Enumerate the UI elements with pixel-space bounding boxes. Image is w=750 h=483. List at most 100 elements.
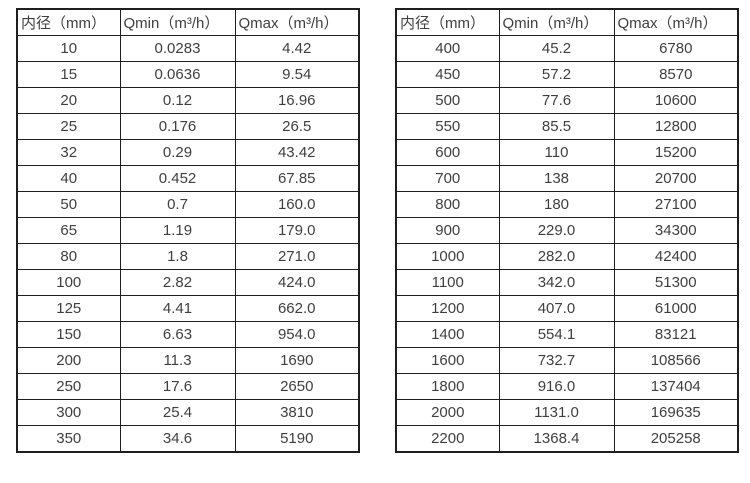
table-cell: 15 — [16, 61, 121, 88]
table-row: 300 25.4 3810 — [16, 399, 360, 426]
table-cell: 1.19 — [119, 217, 236, 244]
table-cell: 424.0 — [234, 269, 360, 296]
table-cell: 20700 — [613, 165, 739, 192]
table-row: 15 0.0636 9.54 — [16, 61, 360, 88]
table-cell: 100 — [16, 269, 121, 296]
table-cell: 4.41 — [119, 295, 236, 322]
table-cell: 407.0 — [498, 295, 615, 322]
table-cell: 65 — [16, 217, 121, 244]
table-cell: 179.0 — [234, 217, 360, 244]
table-cell: 271.0 — [234, 243, 360, 270]
table-cell: 26.5 — [234, 113, 360, 140]
column-header: Qmax（m³/h） — [613, 8, 739, 36]
table-row: 200 11.3 1690 — [16, 347, 360, 374]
column-header: Qmin（m³/h） — [119, 8, 236, 36]
table-cell: 15200 — [613, 139, 739, 166]
table-cell: 108566 — [613, 347, 739, 374]
table-row: 1200 407.0 61000 — [395, 295, 739, 322]
table-cell: 500 — [395, 87, 500, 114]
table-cell: 34300 — [613, 217, 739, 244]
table-cell: 554.1 — [498, 321, 615, 348]
table-cell: 0.176 — [119, 113, 236, 140]
table-cell: 2650 — [234, 373, 360, 400]
table-cell: 6.63 — [119, 321, 236, 348]
table-cell: 83121 — [613, 321, 739, 348]
table-cell: 2200 — [395, 425, 500, 453]
table-cell: 282.0 — [498, 243, 615, 270]
table-cell: 34.6 — [119, 425, 236, 453]
table-row: 250 17.6 2650 — [16, 373, 360, 400]
column-header: Qmin（m³/h） — [498, 8, 615, 36]
table-row: 1800 916.0 137404 — [395, 373, 739, 400]
spec-tables-container: 内径（mm） Qmin（m³/h） Qmax（m³/h） 10 0.0283 4.42 1… — [16, 8, 739, 453]
table-row: 450 57.2 8570 — [395, 61, 739, 88]
table-cell: 400 — [395, 35, 500, 62]
table-header-row: 内径（mm） Qmin（m³/h） Qmax（m³/h） — [16, 8, 360, 36]
table-cell: 0.7 — [119, 191, 236, 218]
flow-spec-table-left: 内径（mm） Qmin（m³/h） Qmax（m³/h） 10 0.0283 4.42 1… — [16, 8, 360, 453]
column-header: 内径（mm） — [16, 8, 121, 36]
table-cell: 20 — [16, 87, 121, 114]
table-row: 1100 342.0 51300 — [395, 269, 739, 296]
table-cell: 27100 — [613, 191, 739, 218]
table-row: 1000 282.0 42400 — [395, 243, 739, 270]
table-cell: 125 — [16, 295, 121, 322]
table-row: 600 110 15200 — [395, 139, 739, 166]
table-cell: 110 — [498, 139, 615, 166]
table-cell: 77.6 — [498, 87, 615, 114]
table-cell: 0.452 — [119, 165, 236, 192]
table-cell: 11.3 — [119, 347, 236, 374]
table-row: 550 85.5 12800 — [395, 113, 739, 140]
table-cell: 1100 — [395, 269, 500, 296]
table-header-row: 内径（mm） Qmin（m³/h） Qmax（m³/h） — [395, 8, 739, 36]
table-row: 350 34.6 5190 — [16, 425, 360, 453]
table-row: 32 0.29 43.42 — [16, 139, 360, 166]
table-cell: 17.6 — [119, 373, 236, 400]
table-cell: 200 — [16, 347, 121, 374]
table-cell: 450 — [395, 61, 500, 88]
table-cell: 300 — [16, 399, 121, 426]
table-row: 900 229.0 34300 — [395, 217, 739, 244]
table-row: 125 4.41 662.0 — [16, 295, 360, 322]
table-cell: 954.0 — [234, 321, 360, 348]
table-row: 10 0.0283 4.42 — [16, 35, 360, 62]
table-cell: 45.2 — [498, 35, 615, 62]
table-cell: 160.0 — [234, 191, 360, 218]
table-cell: 900 — [395, 217, 500, 244]
table-cell: 550 — [395, 113, 500, 140]
table-cell: 1.8 — [119, 243, 236, 270]
table-cell: 1368.4 — [498, 425, 615, 453]
table-row: 100 2.82 424.0 — [16, 269, 360, 296]
table-cell: 700 — [395, 165, 500, 192]
table-cell: 32 — [16, 139, 121, 166]
table-row: 800 180 27100 — [395, 191, 739, 218]
table-row: 150 6.63 954.0 — [16, 321, 360, 348]
table-cell: 80 — [16, 243, 121, 270]
table-cell: 67.85 — [234, 165, 360, 192]
table-cell: 51300 — [613, 269, 739, 296]
table-cell: 0.12 — [119, 87, 236, 114]
table-cell: 6780 — [613, 35, 739, 62]
table-cell: 9.54 — [234, 61, 360, 88]
table-cell: 4.42 — [234, 35, 360, 62]
table-row: 400 45.2 6780 — [395, 35, 739, 62]
table-cell: 1200 — [395, 295, 500, 322]
table-cell: 205258 — [613, 425, 739, 453]
table-cell: 916.0 — [498, 373, 615, 400]
table-cell: 137404 — [613, 373, 739, 400]
table-cell: 1000 — [395, 243, 500, 270]
table-cell: 2000 — [395, 399, 500, 426]
table-cell: 732.7 — [498, 347, 615, 374]
table-cell: 25 — [16, 113, 121, 140]
table-cell: 342.0 — [498, 269, 615, 296]
table-cell: 138 — [498, 165, 615, 192]
table-row: 50 0.7 160.0 — [16, 191, 360, 218]
table-row: 65 1.19 179.0 — [16, 217, 360, 244]
table-cell: 1600 — [395, 347, 500, 374]
table-cell: 8570 — [613, 61, 739, 88]
table-row: 80 1.8 271.0 — [16, 243, 360, 270]
table-cell: 229.0 — [498, 217, 615, 244]
table-cell: 1690 — [234, 347, 360, 374]
table-cell: 5190 — [234, 425, 360, 453]
table-cell: 16.96 — [234, 87, 360, 114]
